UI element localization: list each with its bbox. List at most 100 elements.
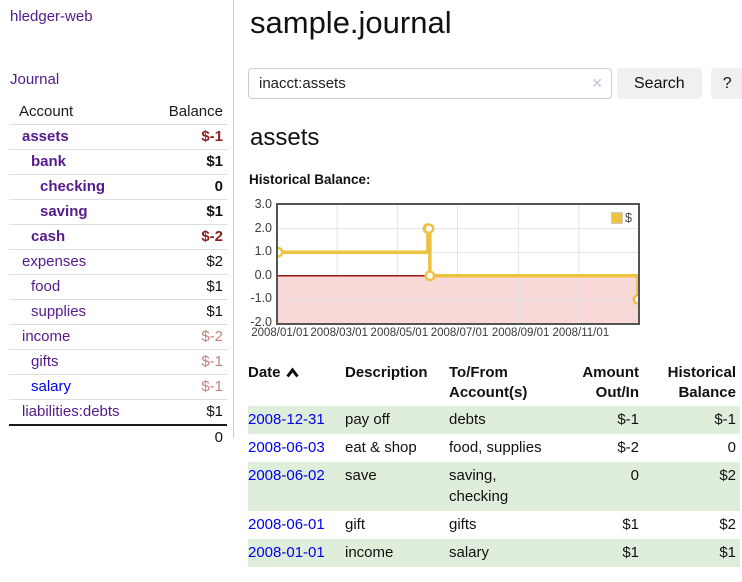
date-column-header[interactable]: Date (248, 360, 345, 406)
account-link-food[interactable]: food (31, 278, 61, 295)
transaction-description: pay off (345, 411, 390, 428)
transaction-amount: 0 (630, 467, 639, 484)
chart-heading: Historical Balance: (249, 172, 371, 187)
historical-balance-chart: 3.0 2.0 1.0 0.0 -1.0 -2.0 $ 2008/01/01 2008/03… (248, 196, 648, 343)
account-link-income[interactable]: income (22, 328, 71, 345)
account-row-cash: cash $-2 (9, 224, 227, 250)
app-title-link[interactable]: hledger-web (10, 8, 93, 25)
accounts-column-header: To/From Account(s) (449, 364, 528, 401)
transaction-register-table: Date Description To/From Account(s) Amoun… (248, 360, 740, 567)
account-balance: $1 (206, 278, 223, 295)
account-balance: $-1 (201, 128, 223, 145)
account-balance: $1 (206, 303, 223, 320)
transaction-date-link[interactable]: 2008-06-01 (248, 516, 325, 533)
transaction-row: 2008-06-03 eat & shop food, supplies $-2… (248, 434, 740, 462)
transaction-description: income (345, 544, 394, 561)
account-row-bank: bank $1 (9, 149, 227, 175)
account-link-assets[interactable]: assets (22, 128, 69, 145)
account-row-supplies: supplies $1 (9, 299, 227, 325)
y-tick-label: 1.0 (254, 244, 272, 259)
x-tick-label: 2008/07/01 (430, 327, 489, 339)
account-link-checking[interactable]: checking (40, 178, 106, 195)
search-button[interactable]: Search (617, 68, 702, 99)
transaction-description: gift (345, 516, 366, 533)
account-balance: $-1 (201, 378, 223, 395)
sidebar-item-journal[interactable]: Journal (10, 71, 60, 88)
transaction-date-link[interactable]: 2008-06-02 (248, 467, 325, 484)
transaction-amount: $-2 (617, 439, 639, 456)
transaction-date-link[interactable]: 2008-12-31 (248, 411, 325, 428)
balance-column-header: Balance (151, 100, 227, 125)
account-balance: 0 (214, 178, 223, 195)
transaction-accounts: debts (449, 411, 486, 428)
account-balance: $1 (206, 403, 223, 420)
y-tick-label: 3.0 (254, 197, 272, 211)
account-link-saving[interactable]: saving (40, 203, 88, 220)
account-balance: $-1 (201, 353, 223, 370)
chart-plot-area: $ (276, 203, 640, 325)
search-input[interactable] (248, 68, 612, 99)
transaction-amount: $1 (622, 544, 639, 561)
account-row-assets: assets $-1 (9, 125, 227, 150)
transaction-description: save (345, 467, 377, 484)
y-tick-label: 0.0 (254, 267, 272, 282)
description-column-header: Description (345, 364, 428, 381)
account-balance: $1 (206, 203, 223, 220)
account-link-salary[interactable]: salary (31, 378, 72, 395)
account-link-bank[interactable]: bank (31, 153, 67, 170)
account-link-supplies[interactable]: supplies (31, 303, 87, 320)
account-balance: $1 (206, 153, 223, 170)
transaction-balance: $2 (719, 467, 736, 484)
account-balance: $2 (206, 253, 223, 270)
total-row: 0 (9, 425, 227, 450)
chart-canvas (278, 205, 638, 323)
account-row-expenses: expenses $2 (9, 249, 227, 275)
transaction-amount: $1 (622, 516, 639, 533)
transaction-row: 2008-06-02 save saving, checking 0 $2 (248, 462, 740, 511)
transaction-date-link[interactable]: 2008-06-03 (248, 439, 325, 456)
x-tick-label: 2008/11/01 (552, 327, 610, 339)
help-button[interactable]: ? (710, 68, 742, 99)
account-link-expenses[interactable]: expenses (22, 253, 87, 270)
transaction-accounts: food, supplies (449, 439, 542, 456)
account-balance: $-2 (201, 228, 223, 245)
account-row-income: income $-2 (9, 324, 227, 350)
transaction-balance: $2 (719, 516, 736, 533)
transaction-date-link[interactable]: 2008-01-01 (248, 544, 325, 561)
transaction-balance: 0 (727, 439, 736, 456)
account-row-saving: saving $1 (9, 199, 227, 225)
transaction-accounts: gifts (449, 516, 477, 533)
x-tick-label: 2008/01/01 (251, 327, 309, 339)
x-tick-label: 2008/09/01 (491, 327, 550, 339)
transaction-accounts: salary (449, 544, 490, 561)
account-row-liabilities-debts: liabilities:debts $1 (9, 399, 227, 426)
transaction-row: 2008-12-31 pay off debts $-1 $-1 (248, 406, 740, 434)
transaction-description: eat & shop (345, 439, 417, 456)
x-tick-label: 2008/03/01 (310, 327, 368, 339)
account-balance: $-2 (201, 328, 223, 345)
account-column-header: Account (9, 100, 152, 125)
page-title: sample.journal (250, 5, 452, 40)
transaction-accounts: saving, checking (449, 467, 509, 505)
transaction-row: 2008-06-01 gift gifts $1 $2 (248, 511, 740, 539)
sidebar: hledger-web Journal Account Balance asse… (0, 0, 233, 582)
balance-column-header: Historical Balance (667, 364, 736, 401)
account-row-food: food $1 (9, 274, 227, 300)
account-link-cash[interactable]: cash (31, 228, 66, 245)
transaction-amount: $-1 (617, 411, 639, 428)
y-tick-label: -2.0 (250, 315, 272, 329)
series-label: $ (625, 211, 632, 225)
transaction-balance: $-1 (714, 411, 736, 428)
sidebar-divider (233, 0, 234, 438)
account-link-liabilities-debts[interactable]: liabilities:debts (22, 403, 120, 420)
account-row-salary: salary $-1 (9, 374, 227, 400)
account-link-gifts[interactable]: gifts (31, 353, 59, 370)
transaction-balance: $1 (719, 544, 736, 561)
account-row-checking: checking 0 (9, 174, 227, 200)
account-heading: assets (250, 124, 320, 151)
total-balance: 0 (214, 429, 223, 446)
account-row-gifts: gifts $-1 (9, 349, 227, 375)
register-header-row: Date Description To/From Account(s) Amoun… (248, 360, 740, 406)
search-form: ✕ Search ? (248, 68, 742, 99)
clear-search-icon[interactable]: ✕ (591, 75, 603, 91)
